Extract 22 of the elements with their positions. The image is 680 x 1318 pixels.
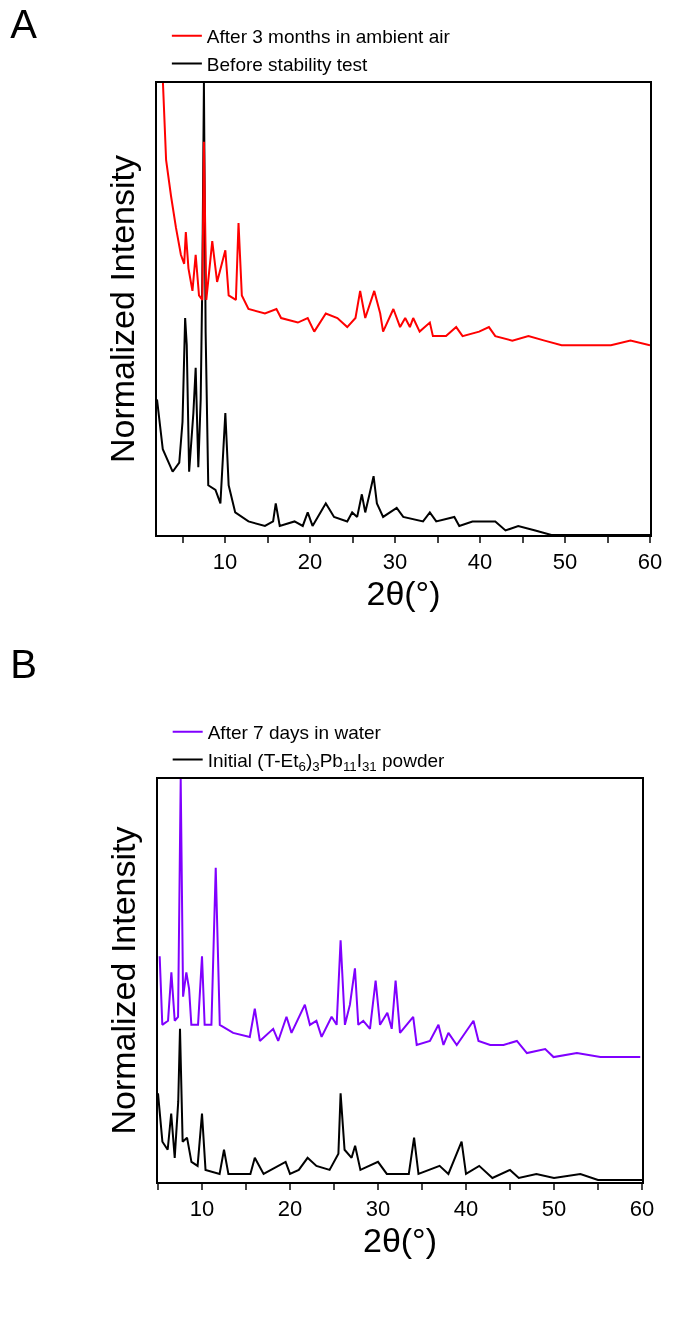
y-axis-title: Normalized Intensity [104, 826, 143, 1135]
x-tick-label: 60 [637, 549, 663, 575]
x-tick-label: 30 [365, 1196, 391, 1222]
x-tick-label: 10 [189, 1196, 215, 1222]
x-axis-title: 2θ(°) [362, 1221, 438, 1260]
chart-title: A [10, 1, 38, 46]
x-tick-label: 50 [552, 549, 578, 575]
x-tick-label: 40 [453, 1196, 479, 1222]
text: Initial (T-Et$_{6}$)$_{3}$Pb$_{11}$I$_{31}$ powder [207, 749, 445, 774]
x-tick-label: 20 [277, 1196, 303, 1222]
x-tick-label: 60 [629, 1196, 655, 1222]
chart-title: B [10, 642, 37, 687]
x-tick-label: 50 [541, 1196, 567, 1222]
x-tick-label: 40 [467, 549, 493, 575]
legend-label: Before stability test [206, 53, 369, 75]
x-tick-label: 10 [212, 549, 238, 575]
legend-label: After 7 days in water [207, 722, 382, 744]
x-axis-title: 2θ(°) [366, 574, 441, 613]
x-tick-label: 20 [297, 549, 323, 575]
y-axis-title: Normalized Intensity [103, 154, 142, 464]
legend-label: After 3 months in ambient air [206, 26, 451, 48]
x-tick-label: 30 [382, 549, 408, 575]
